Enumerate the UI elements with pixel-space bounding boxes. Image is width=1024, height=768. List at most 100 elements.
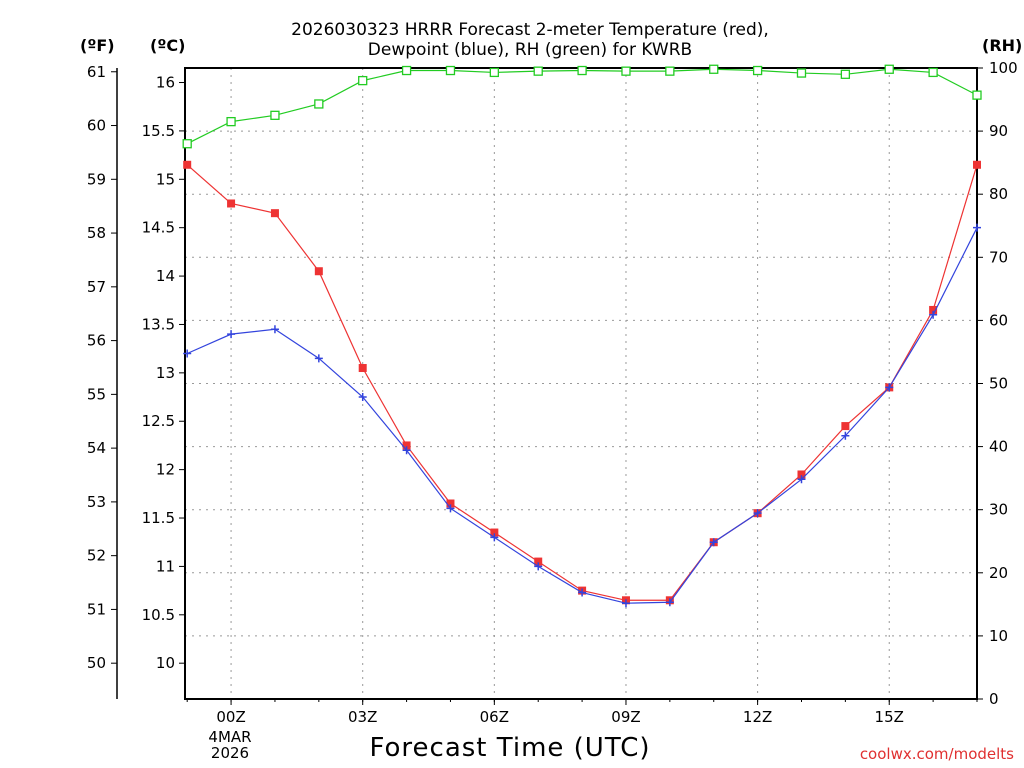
rh-point (709, 64, 719, 74)
x-tick-label: 00Z (216, 708, 245, 726)
dewpoint-point (534, 562, 543, 571)
dewpoint-point (797, 475, 806, 484)
x-axis-title: Forecast Time (UTC) (369, 733, 651, 763)
rh-point (884, 64, 894, 74)
rh-tick-label: 50 (989, 375, 1008, 393)
dewpoint-point (885, 383, 894, 392)
temperature-point (797, 470, 806, 479)
rh-unit-label: (RH) (982, 36, 1023, 55)
celsius-tick-label: 13.5 (142, 315, 175, 333)
fahrenheit-tick-label: 56 (87, 332, 106, 350)
x-tick-label: 03Z (348, 708, 377, 726)
x-tick-label: 06Z (480, 708, 509, 726)
dewpoint-point (841, 431, 850, 440)
rh-tick-label: 10 (989, 627, 1008, 645)
celsius-unit-label: (ºC) (150, 36, 186, 55)
rh-tick-label: 60 (989, 311, 1008, 329)
rh-tick-label: 90 (989, 122, 1008, 140)
fahrenheit-unit-label: (ºF) (80, 36, 115, 55)
temperature-point (402, 441, 411, 450)
dewpoint-point (183, 349, 192, 358)
rh-tick-label: 0 (989, 690, 999, 708)
celsius-tick-label: 10.5 (142, 606, 175, 624)
x-tick-label: 09Z (611, 708, 640, 726)
celsius-tick-label: 15 (156, 170, 175, 188)
dewpoint-point (665, 598, 674, 607)
chart-title-line-1: 2026030323 HRRR Forecast 2-meter Tempera… (291, 20, 769, 40)
rh-point (577, 65, 587, 76)
temperature-point (490, 528, 499, 537)
rh-tick-label: 20 (989, 564, 1008, 582)
dewpoint-point (358, 393, 367, 402)
watermark: coolwx.com/modelts (859, 745, 1014, 763)
rh-point (489, 67, 499, 78)
celsius-tick-label: 11 (156, 557, 175, 575)
rh-tick-label: 100 (989, 59, 1018, 77)
rh-point (270, 110, 280, 120)
temperature-point (929, 305, 938, 314)
rh-point (840, 69, 851, 79)
rh-axis: 0 10 20 30 40 50 60 70 80 90 100 (977, 59, 1018, 708)
fahrenheit-tick-label: 60 (87, 117, 106, 135)
dewpoint-point (973, 223, 981, 232)
dewpoint-point (446, 504, 455, 513)
rh-point (533, 66, 543, 76)
temperature-point (270, 209, 279, 218)
rh-point (314, 99, 324, 109)
fahrenheit-tick-label: 51 (87, 600, 106, 618)
time-axis: 00Z 03Z 06Z 09Z 12Z 15Z (186, 699, 978, 726)
fahrenheit-tick-label: 55 (87, 385, 106, 403)
fahrenheit-tick-label: 50 (87, 654, 106, 672)
temperature-point (841, 422, 850, 431)
dewpoint-point (621, 599, 630, 608)
rh-tick-label: 70 (989, 248, 1008, 266)
dewpoint-point (270, 325, 279, 334)
grid-lines (185, 68, 977, 699)
rh-point (358, 75, 368, 86)
x-tick-label: 15Z (875, 708, 904, 726)
rh-point (226, 116, 236, 127)
celsius-tick-label: 10 (156, 654, 175, 672)
fahrenheit-tick-label: 52 (87, 547, 106, 565)
date-label-day: 4MAR (208, 728, 252, 746)
fahrenheit-tick-label: 59 (87, 170, 106, 188)
dewpoint-point (490, 533, 499, 542)
fahrenheit-tick-label: 53 (87, 493, 106, 511)
dewpoint-point (929, 310, 938, 319)
dewpoint-point (402, 446, 411, 455)
dewpoint-point (709, 538, 718, 547)
temperature-point (534, 557, 543, 566)
celsius-tick-label: 11.5 (142, 509, 175, 527)
dewpoint-point (227, 330, 236, 339)
rh-line (186, 68, 978, 145)
temperature-point (227, 199, 236, 208)
dewpoint-point (753, 509, 762, 518)
rh-point (401, 65, 412, 76)
rh-point (621, 66, 631, 76)
rh-tick-label: 80 (989, 185, 1008, 203)
dewpoint-line (186, 227, 978, 604)
rh-point (796, 68, 807, 78)
fahrenheit-tick-label: 61 (87, 63, 106, 81)
rh-point (665, 66, 675, 76)
x-tick-label: 12Z (743, 708, 772, 726)
dewpoint-point (314, 354, 323, 363)
fahrenheit-tick-label: 54 (87, 439, 106, 457)
temperature-point (183, 160, 192, 169)
fahrenheit-tick-label: 58 (87, 224, 106, 242)
temperature-point (358, 364, 367, 373)
celsius-tick-label: 12.5 (142, 412, 175, 430)
celsius-axis: 10 10.5 11 11.5 12 12.5 13 13.5 14 14.5 15 15.5 16 (142, 74, 185, 672)
rh-point (752, 65, 763, 76)
rh-point (928, 67, 938, 78)
celsius-tick-label: 15.5 (142, 122, 175, 140)
celsius-tick-label: 16 (156, 74, 175, 92)
celsius-tick-label: 14.5 (142, 219, 175, 237)
rh-point (182, 139, 192, 149)
data-series (182, 64, 982, 608)
celsius-tick-label: 12 (156, 461, 175, 479)
date-label-year: 2026 (210, 744, 250, 762)
celsius-tick-label: 13 (156, 364, 175, 382)
rh-tick-label: 30 (989, 501, 1008, 519)
